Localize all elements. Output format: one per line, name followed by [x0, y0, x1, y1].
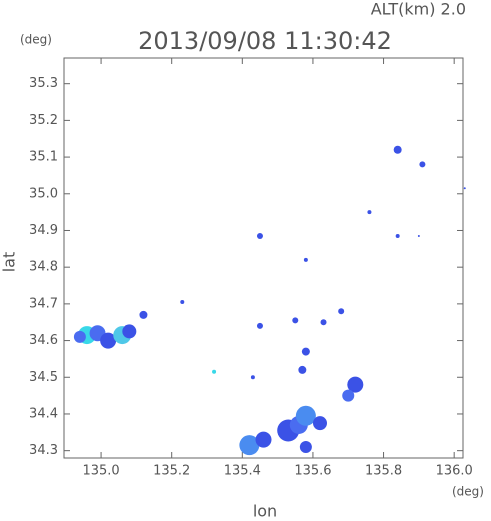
- y-axis-label: lat: [0, 252, 19, 273]
- echo: [303, 257, 308, 262]
- x-tick-label: 135.0: [82, 464, 119, 479]
- y-tick-label: 34.9: [29, 223, 58, 238]
- y-unit: (deg): [20, 33, 52, 47]
- echo: [295, 405, 316, 426]
- echo: [347, 376, 364, 393]
- x-unit: (deg): [452, 485, 484, 499]
- x-tick-label: 135.2: [153, 464, 190, 479]
- y-tick-label: 35.1: [29, 150, 58, 165]
- x-tick-label: 135.8: [365, 464, 402, 479]
- echo: [301, 347, 310, 356]
- echo: [417, 234, 420, 237]
- y-tick-label: 35.3: [29, 76, 58, 91]
- y-tick-label: 34.7: [29, 296, 58, 311]
- echo: [320, 319, 327, 326]
- echo: [338, 308, 345, 315]
- x-tick-label: 135.4: [224, 464, 261, 479]
- echo: [256, 232, 263, 239]
- echo: [393, 145, 402, 154]
- echo: [180, 300, 185, 305]
- echo: [73, 330, 86, 343]
- altitude-label: ALT(km) 2.0: [371, 0, 466, 19]
- echo: [299, 440, 312, 453]
- y-tick-label: 35.0: [29, 186, 58, 201]
- echo: [419, 161, 426, 168]
- echo: [463, 187, 466, 190]
- echo: [255, 431, 272, 448]
- echo: [256, 322, 263, 329]
- echo: [122, 324, 137, 339]
- echo: [312, 416, 327, 431]
- x-axis-label: lon: [253, 502, 277, 521]
- echo: [292, 317, 299, 324]
- echo: [367, 210, 372, 215]
- chart-title: 2013/09/08 11:30:42: [138, 27, 392, 55]
- echo: [395, 233, 400, 238]
- y-tick-label: 34.6: [29, 333, 58, 348]
- echo: [342, 389, 355, 402]
- y-tick-label: 34.3: [29, 443, 58, 458]
- echo: [100, 332, 117, 349]
- echo: [212, 369, 217, 374]
- echo: [139, 310, 148, 319]
- y-tick-label: 34.8: [29, 260, 58, 275]
- echo: [250, 375, 255, 380]
- x-tick-label: 135.6: [294, 464, 331, 479]
- echo: [239, 435, 260, 456]
- y-tick-label: 34.5: [29, 370, 58, 385]
- plot-frame: [63, 57, 464, 459]
- y-tick-label: 34.4: [29, 406, 58, 421]
- echo: [298, 365, 307, 374]
- y-tick-label: 35.2: [29, 113, 58, 128]
- x-tick-label: 136.0: [436, 464, 473, 479]
